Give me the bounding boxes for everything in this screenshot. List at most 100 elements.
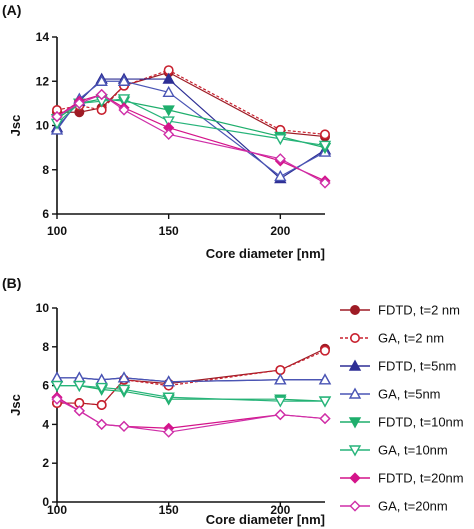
data-point [118, 420, 130, 432]
legend: FDTD, t=2 nm GA, t=2 nm FDTD, t=5nm GA, t=5… [340, 303, 464, 514]
series-7 [51, 393, 331, 438]
legend-marker [348, 359, 362, 371]
data-point [162, 105, 175, 117]
x-tick-label: 150 [159, 224, 179, 238]
data-point [51, 393, 63, 405]
x-tick-label: 100 [47, 503, 67, 517]
legend-label: FDTD, t=2 nm [378, 303, 460, 318]
y-tick-label: 4 [42, 417, 49, 431]
data-point [163, 128, 175, 140]
legend-item: FDTD, t=5nm [340, 359, 456, 374]
legend-item: FDTD, t=10nm [340, 415, 464, 430]
y-tick-label: 0 [42, 495, 49, 509]
data-point [318, 373, 332, 385]
data-point [274, 169, 287, 182]
x-tick-label: 150 [159, 503, 179, 517]
y-tick-label: 10 [36, 301, 50, 315]
data-point [95, 74, 108, 86]
legend-item: GA, t=10nm [340, 443, 448, 458]
y-axis-title: Jsc [8, 394, 23, 416]
y-tick-label: 6 [42, 379, 49, 393]
y-tick-label: 12 [36, 74, 50, 88]
data-point [162, 375, 175, 387]
x-axis-title: Core diameter [nm] [206, 512, 325, 527]
chart-panel-0: (A) 6 8 10 12 14 100 150 200 Jsc Core diameter [nm… [2, 2, 332, 261]
series-line [57, 377, 325, 383]
data-point [319, 412, 331, 425]
series-3 [50, 371, 332, 387]
y-tick-label: 10 [36, 119, 50, 133]
data-point [50, 380, 64, 393]
legend-item: GA, t=2 nm [340, 331, 444, 346]
legend-label: GA, t=5nm [378, 387, 441, 402]
legend-label: FDTD, t=10nm [378, 415, 464, 430]
data-point [163, 426, 175, 438]
data-point [117, 94, 131, 106]
data-point [117, 371, 131, 383]
data-point [73, 97, 85, 109]
data-point [274, 373, 287, 385]
data-point [117, 384, 131, 396]
data-point [162, 392, 175, 404]
legend-label: FDTD, t=20nm [378, 471, 464, 486]
data-point [274, 409, 286, 421]
legend-marker [348, 445, 362, 457]
data-point [95, 382, 108, 394]
data-point [319, 177, 331, 189]
data-point [73, 380, 86, 393]
data-point [96, 399, 107, 410]
legend-item: GA, t=5nm [340, 387, 441, 402]
legend-marker [349, 332, 360, 343]
x-axis-title: Core diameter [nm] [206, 246, 325, 261]
y-tick-label: 8 [42, 163, 49, 177]
legend-marker [349, 304, 360, 315]
panel-label: (A) [2, 2, 21, 18]
series-4 [50, 94, 332, 155]
legend-item: GA, t=20nm [340, 499, 448, 514]
x-tick-label: 200 [270, 224, 290, 238]
series-4 [50, 380, 332, 408]
legend-label: GA, t=2 nm [378, 331, 444, 346]
legend-marker [349, 500, 361, 512]
legend-label: FDTD, t=5nm [378, 359, 456, 374]
legend-marker [348, 387, 362, 399]
data-point [118, 104, 130, 116]
data-point [162, 85, 175, 98]
panel-label: (B) [2, 275, 21, 291]
series-6 [51, 88, 331, 187]
data-point [162, 116, 175, 128]
data-point [318, 140, 332, 152]
x-tick-label: 200 [270, 503, 290, 517]
legend-label: GA, t=10nm [378, 443, 448, 458]
y-tick-label: 2 [42, 456, 49, 470]
data-point [319, 129, 330, 140]
data-point [274, 134, 287, 146]
chart-panel-1: (B) 0 2 4 6 8 10 100 150 200 Jsc Core diameter [nm] [2, 275, 332, 527]
y-tick-label: 14 [36, 30, 50, 44]
x-tick-label: 100 [47, 224, 67, 238]
data-point [275, 365, 286, 376]
data-point [96, 418, 108, 430]
legend-marker [348, 417, 362, 429]
y-tick-label: 8 [42, 340, 49, 354]
legend-item: FDTD, t=20nm [340, 471, 464, 486]
legend-label: GA, t=20nm [378, 499, 448, 514]
data-point [274, 396, 287, 408]
series-2 [50, 72, 332, 184]
series-5 [50, 94, 332, 152]
series-0 [51, 67, 330, 142]
legend-marker [349, 472, 361, 484]
data-point [274, 153, 286, 165]
data-point [73, 405, 85, 417]
data-point [162, 72, 175, 84]
data-point [318, 396, 332, 408]
data-point [319, 345, 330, 356]
series-5 [50, 380, 332, 408]
data-point [96, 88, 108, 101]
y-axis-title: Jsc [8, 115, 23, 137]
legend-item: FDTD, t=2 nm [340, 303, 460, 318]
y-tick-label: 6 [42, 207, 49, 221]
data-point [117, 74, 131, 86]
data-point [51, 111, 63, 123]
